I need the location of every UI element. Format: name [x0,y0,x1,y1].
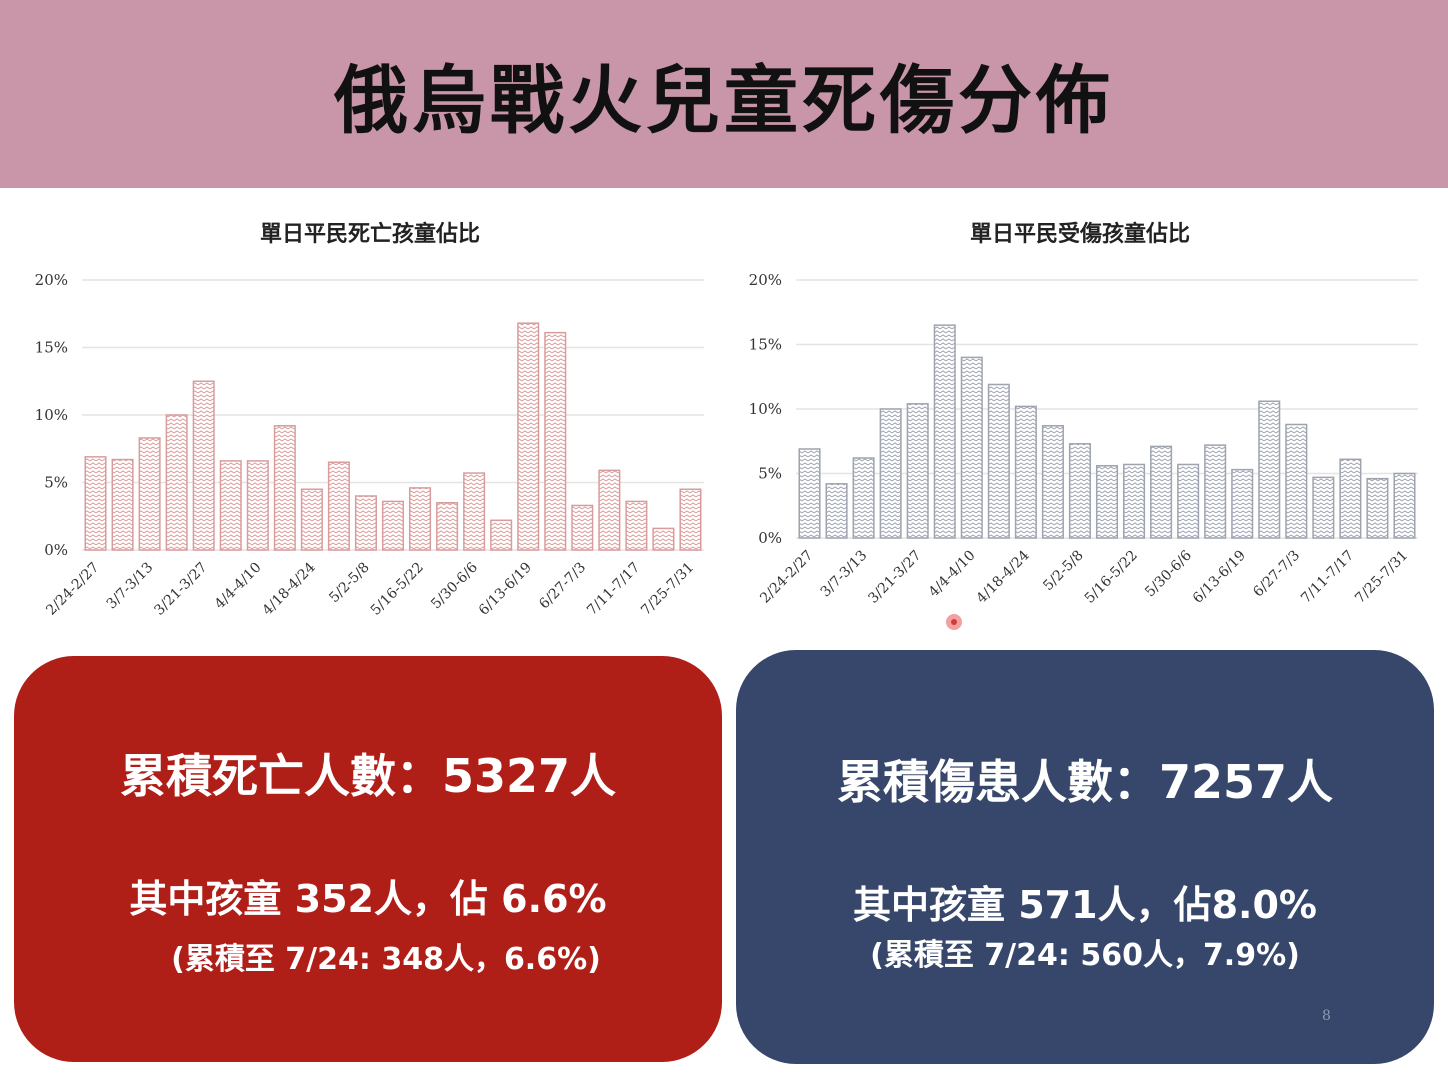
y-tick-label: 5% [44,474,68,492]
y-tick-label: 15% [35,339,68,357]
bar [652,527,675,551]
x-tick-label: 3/7-3/13 [818,548,871,601]
bar [1177,463,1200,539]
injury-children: 其中孩童 571人，佔8.0% [853,883,1317,927]
y-tick-label: 5% [758,465,782,483]
bar [1204,444,1227,539]
y-tick-label: 20% [35,271,68,289]
y-tick-label: 15% [749,336,782,354]
y-tick-label: 10% [749,400,782,418]
bar [544,331,567,551]
x-tick-label: 4/18-4/24 [260,559,319,618]
x-tick-label: 5/16-5/22 [1082,548,1141,607]
bar [1041,425,1064,539]
bar [906,403,929,539]
bar [960,356,983,539]
left-chart-title: 單日平民死亡孩童佔比 [259,222,480,247]
x-tick-label: 5/30-6/6 [428,559,481,612]
x-tick-label: 6/13-6/19 [476,560,535,619]
bar [1014,405,1037,539]
x-tick-label: 5/30-6/6 [1142,547,1195,600]
bar [463,472,486,551]
page-title: 俄烏戰火兒童死傷分佈 [334,57,1114,144]
death-cumulative-note: (累積至 7/24: 348人，6.6%) [171,942,601,977]
x-tick-label: 7/11-7/17 [584,560,643,619]
x-tick-label: 2/24-2/27 [757,548,816,607]
bar [798,448,821,539]
right-chart-title: 單日平民受傷孩童佔比 [969,222,1190,247]
bar [1285,423,1308,539]
x-tick-label: 7/25-7/31 [638,560,697,619]
bar [1095,465,1119,539]
y-tick-label: 0% [44,541,68,559]
bar [852,457,875,539]
x-tick-label: 2/24-2/27 [43,560,102,619]
bar [381,500,405,551]
bar [1068,443,1091,539]
injury-total: 累積傷患人數：7257人 [836,755,1334,809]
injury-summary-panel: 累積傷患人數：7257人 其中孩童 571人，佔8.0% (累積至 7/24: … [736,650,1434,1064]
bar [1366,477,1389,539]
x-tick-label: 4/4-4/10 [212,560,265,613]
bar [138,437,161,551]
bar [1393,472,1416,539]
death-children: 其中孩童 352人，佔 6.6% [129,877,607,921]
death-children-bar-chart: 0%5%10%15%20%2/24-2/27 3/7-3/133/21-3/27 4… [35,271,704,619]
bar [1231,468,1254,539]
bar [1150,445,1173,539]
bar [327,461,350,551]
y-tick-label: 20% [749,271,782,289]
death-total: 累積死亡人數：5327人 [119,749,617,803]
bar [111,458,134,551]
bar [879,408,902,539]
cursor-marker [946,614,962,630]
x-tick-label: 6/27-7/3 [1250,548,1303,601]
bar [1258,400,1281,539]
bar [517,322,540,551]
x-tick-label: 4/4-4/10 [926,548,979,601]
bar [598,469,621,551]
bar [933,324,956,539]
bar [354,495,377,551]
x-tick-label: 6/27-7/3 [536,560,589,613]
x-tick-label: 3/7-3/13 [104,560,157,613]
bar [825,483,848,539]
bar [490,519,513,551]
bar [625,500,648,551]
bar [1123,463,1146,539]
bar [571,504,594,551]
death-summary-panel: 累積死亡人數：5327人 其中孩童 352人，佔 6.6% (累積至 7/24:… [14,656,722,1062]
x-tick-label: 6/13-6/19 [1190,548,1249,607]
x-tick-label: 5/16-5/22 [368,560,427,619]
x-tick-label: 7/11-7/17 [1298,548,1357,607]
y-tick-label: 10% [35,406,68,424]
bar [409,487,432,551]
x-tick-label: 3/21-3/27 [151,560,210,619]
x-tick-label: 7/25-7/31 [1352,548,1411,607]
x-tick-label: 4/18-4/24 [974,547,1033,606]
x-tick-label: 3/21-3/27 [865,548,924,607]
page-number: 8 [1322,1008,1331,1024]
bar [679,488,702,551]
bar [246,460,269,551]
bar [165,414,188,551]
bar [987,383,1010,539]
bar [192,380,215,551]
bar [1339,458,1362,539]
bar [1312,476,1335,539]
x-tick-label: 5/2-5/8 [326,560,373,607]
bar [436,502,459,551]
title-banner: 俄烏戰火兒童死傷分佈 [0,0,1448,188]
y-tick-label: 0% [758,529,782,547]
x-tick-label: 5/2-5/8 [1040,548,1087,595]
bar [273,425,296,551]
injury-cumulative-note: (累積至 7/24: 560人，7.9%) [870,938,1300,973]
injury-children-bar-chart: 0%5%10%15%20%2/24-2/27 3/7-3/133/21-3/27 4… [749,271,1418,607]
bar [84,456,107,551]
bar [219,460,242,551]
bar [300,488,323,551]
